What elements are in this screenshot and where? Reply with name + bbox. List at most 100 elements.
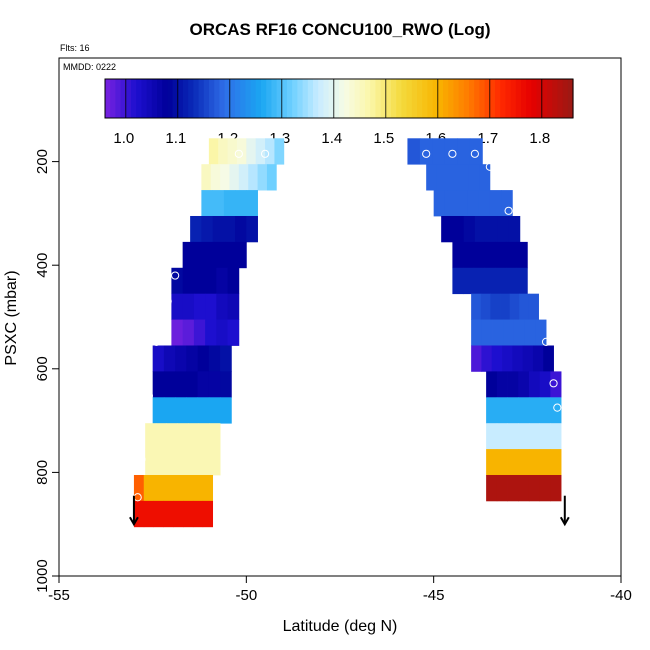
colorbar-segment xyxy=(354,79,361,118)
colorbar-segment xyxy=(479,79,486,118)
colorbar-segment xyxy=(313,79,319,118)
data-point-marker xyxy=(470,149,479,158)
heatmap-cell xyxy=(209,449,221,476)
colorbar-segment xyxy=(515,79,522,118)
heatmap-cell xyxy=(503,319,515,346)
data-point-marker xyxy=(422,149,431,158)
colorbar-segment xyxy=(203,79,210,118)
heatmap-cell xyxy=(484,267,496,295)
heatmap-cell xyxy=(216,267,228,295)
colorbar-segment xyxy=(495,79,501,118)
colorbar-segment xyxy=(370,79,376,118)
heatmap-cell xyxy=(133,474,145,502)
heatmap-cell xyxy=(229,164,240,191)
heatmap-cell xyxy=(539,423,551,450)
colorbar-segment xyxy=(235,79,241,118)
heatmap-cell xyxy=(192,500,204,528)
date-label: MMDD: 0222 xyxy=(63,62,116,72)
heatmap-cell xyxy=(175,371,187,398)
colorbar-segment xyxy=(547,79,553,118)
colorbar-segment xyxy=(339,79,345,118)
heatmap-cell xyxy=(210,164,221,191)
colorbar-segment xyxy=(224,79,231,118)
heatmap-cell xyxy=(486,397,498,424)
colorbar-segment xyxy=(276,79,283,118)
heatmap-cell xyxy=(457,138,471,165)
colorbar-tick-label: 1.8 xyxy=(529,130,550,147)
heatmap-cell xyxy=(524,319,536,346)
y-tick-label: 1000 xyxy=(34,559,51,592)
heatmap-cell xyxy=(539,449,551,476)
heatmap-cell xyxy=(432,138,446,165)
heatmap-cell xyxy=(171,319,184,346)
heatmap-cell xyxy=(496,397,508,424)
heatmap-cell xyxy=(201,190,214,217)
heatmap-cell xyxy=(186,397,199,424)
colorbar-segment xyxy=(287,79,293,118)
data-point-marker xyxy=(234,149,243,158)
heatmap-cell xyxy=(463,267,475,295)
heatmap-cell xyxy=(220,371,232,398)
colorbar-segment xyxy=(406,79,413,118)
heatmap-cell xyxy=(463,215,476,243)
colorbar-segment xyxy=(489,79,496,118)
heatmap-cell xyxy=(550,423,562,450)
colorbar-segment xyxy=(552,79,558,118)
heatmap-cell xyxy=(197,345,210,372)
colorbar-tick-label: 1.4 xyxy=(321,130,342,147)
heatmap-cell xyxy=(471,319,483,346)
heatmap-cell xyxy=(197,371,210,398)
heatmap-cell xyxy=(471,293,482,320)
heatmap-cell xyxy=(155,423,167,450)
colorbar-segment xyxy=(521,79,527,118)
heatmap-cell xyxy=(205,267,217,295)
heatmap-cell xyxy=(444,190,457,217)
heatmap-cell xyxy=(505,267,518,295)
heatmap-cell xyxy=(246,190,258,217)
heatmap-cell xyxy=(507,423,519,450)
data-point-marker xyxy=(549,379,558,388)
heatmap-cell xyxy=(495,241,507,269)
direction-arrows xyxy=(129,495,570,527)
heatmap-cell xyxy=(201,164,212,191)
heatmap-cell xyxy=(182,319,195,346)
colorbar-segment xyxy=(188,79,194,118)
heatmap-cell xyxy=(235,215,247,243)
heatmap-cell xyxy=(133,500,145,528)
colorbar-segment xyxy=(562,79,569,118)
heatmap-cell xyxy=(155,449,167,476)
heatmap-cell xyxy=(182,267,195,295)
heatmap-cell xyxy=(452,241,464,269)
heatmap-cell xyxy=(266,164,277,191)
colorbar-segment xyxy=(110,79,116,118)
colorbar-segment xyxy=(183,79,189,118)
colorbar-segment xyxy=(417,79,423,118)
colorbar-segment xyxy=(365,79,371,118)
heatmap-cell xyxy=(208,397,221,424)
colorbar-segment xyxy=(151,79,158,118)
heatmap-cell xyxy=(468,164,480,191)
heatmap-cell xyxy=(190,215,202,243)
heatmap-cell xyxy=(153,500,164,528)
heatmap-cell xyxy=(202,474,214,502)
heatmap-cell xyxy=(456,190,468,217)
heatmap-cell xyxy=(474,215,487,243)
x-tick-label: -55 xyxy=(48,587,70,604)
heatmap-cell xyxy=(183,474,194,502)
colorbar-segment xyxy=(484,79,491,118)
heatmap-cell xyxy=(512,345,524,372)
data-point-marker xyxy=(152,337,161,346)
colorbar-segment xyxy=(125,79,132,118)
colorbar-segment xyxy=(359,79,366,118)
colorbar-segment xyxy=(214,79,220,118)
colorbar-segment xyxy=(271,79,278,118)
heatmap-cell xyxy=(152,397,165,424)
heatmap-cell xyxy=(433,190,446,217)
heatmap-cell xyxy=(528,474,541,502)
heatmap-cell xyxy=(257,164,268,191)
heatmap-cell xyxy=(535,319,547,346)
heatmap-cell xyxy=(265,138,275,165)
colorbar-segment xyxy=(250,79,257,118)
colorbar-segment xyxy=(307,79,314,118)
heatmap-cell xyxy=(509,293,520,320)
